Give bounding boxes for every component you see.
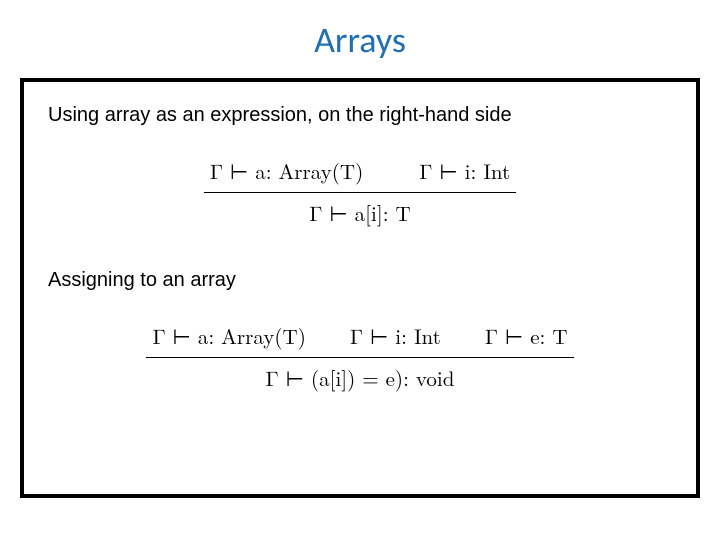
rule-line <box>204 192 516 193</box>
premise-text: Γ ⊢ i: Int <box>419 157 510 186</box>
content-box: Using array as an expression, on the rig… <box>20 78 700 498</box>
rule-line <box>146 357 573 358</box>
premise-text: Γ ⊢ e: T <box>485 322 568 351</box>
slide-title: Arrays <box>0 0 720 70</box>
paragraph-array-read: Using array as an expression, on the rig… <box>48 104 672 127</box>
premise-text: Γ ⊢ a: Array(T) <box>152 322 305 351</box>
slide: Arrays Using array as an expression, on … <box>0 0 720 540</box>
conclusion-text: Γ ⊢ (a[i]) = e): void <box>266 363 455 393</box>
inference-rule-write: Γ ⊢ a: Array(T) Γ ⊢ i: Int Γ ⊢ e: T Γ ⊢ … <box>48 322 672 394</box>
conclusion-text: Γ ⊢ a[i]: T <box>309 198 410 228</box>
paragraph-array-write: Assigning to an array <box>48 269 672 292</box>
premise-text: Γ ⊢ a: Array(T) <box>210 157 363 186</box>
inference-rule-read: Γ ⊢ a: Array(T) Γ ⊢ i: Int Γ ⊢ a[i]: T <box>48 157 672 229</box>
premise-text: Γ ⊢ i: Int <box>350 322 441 351</box>
